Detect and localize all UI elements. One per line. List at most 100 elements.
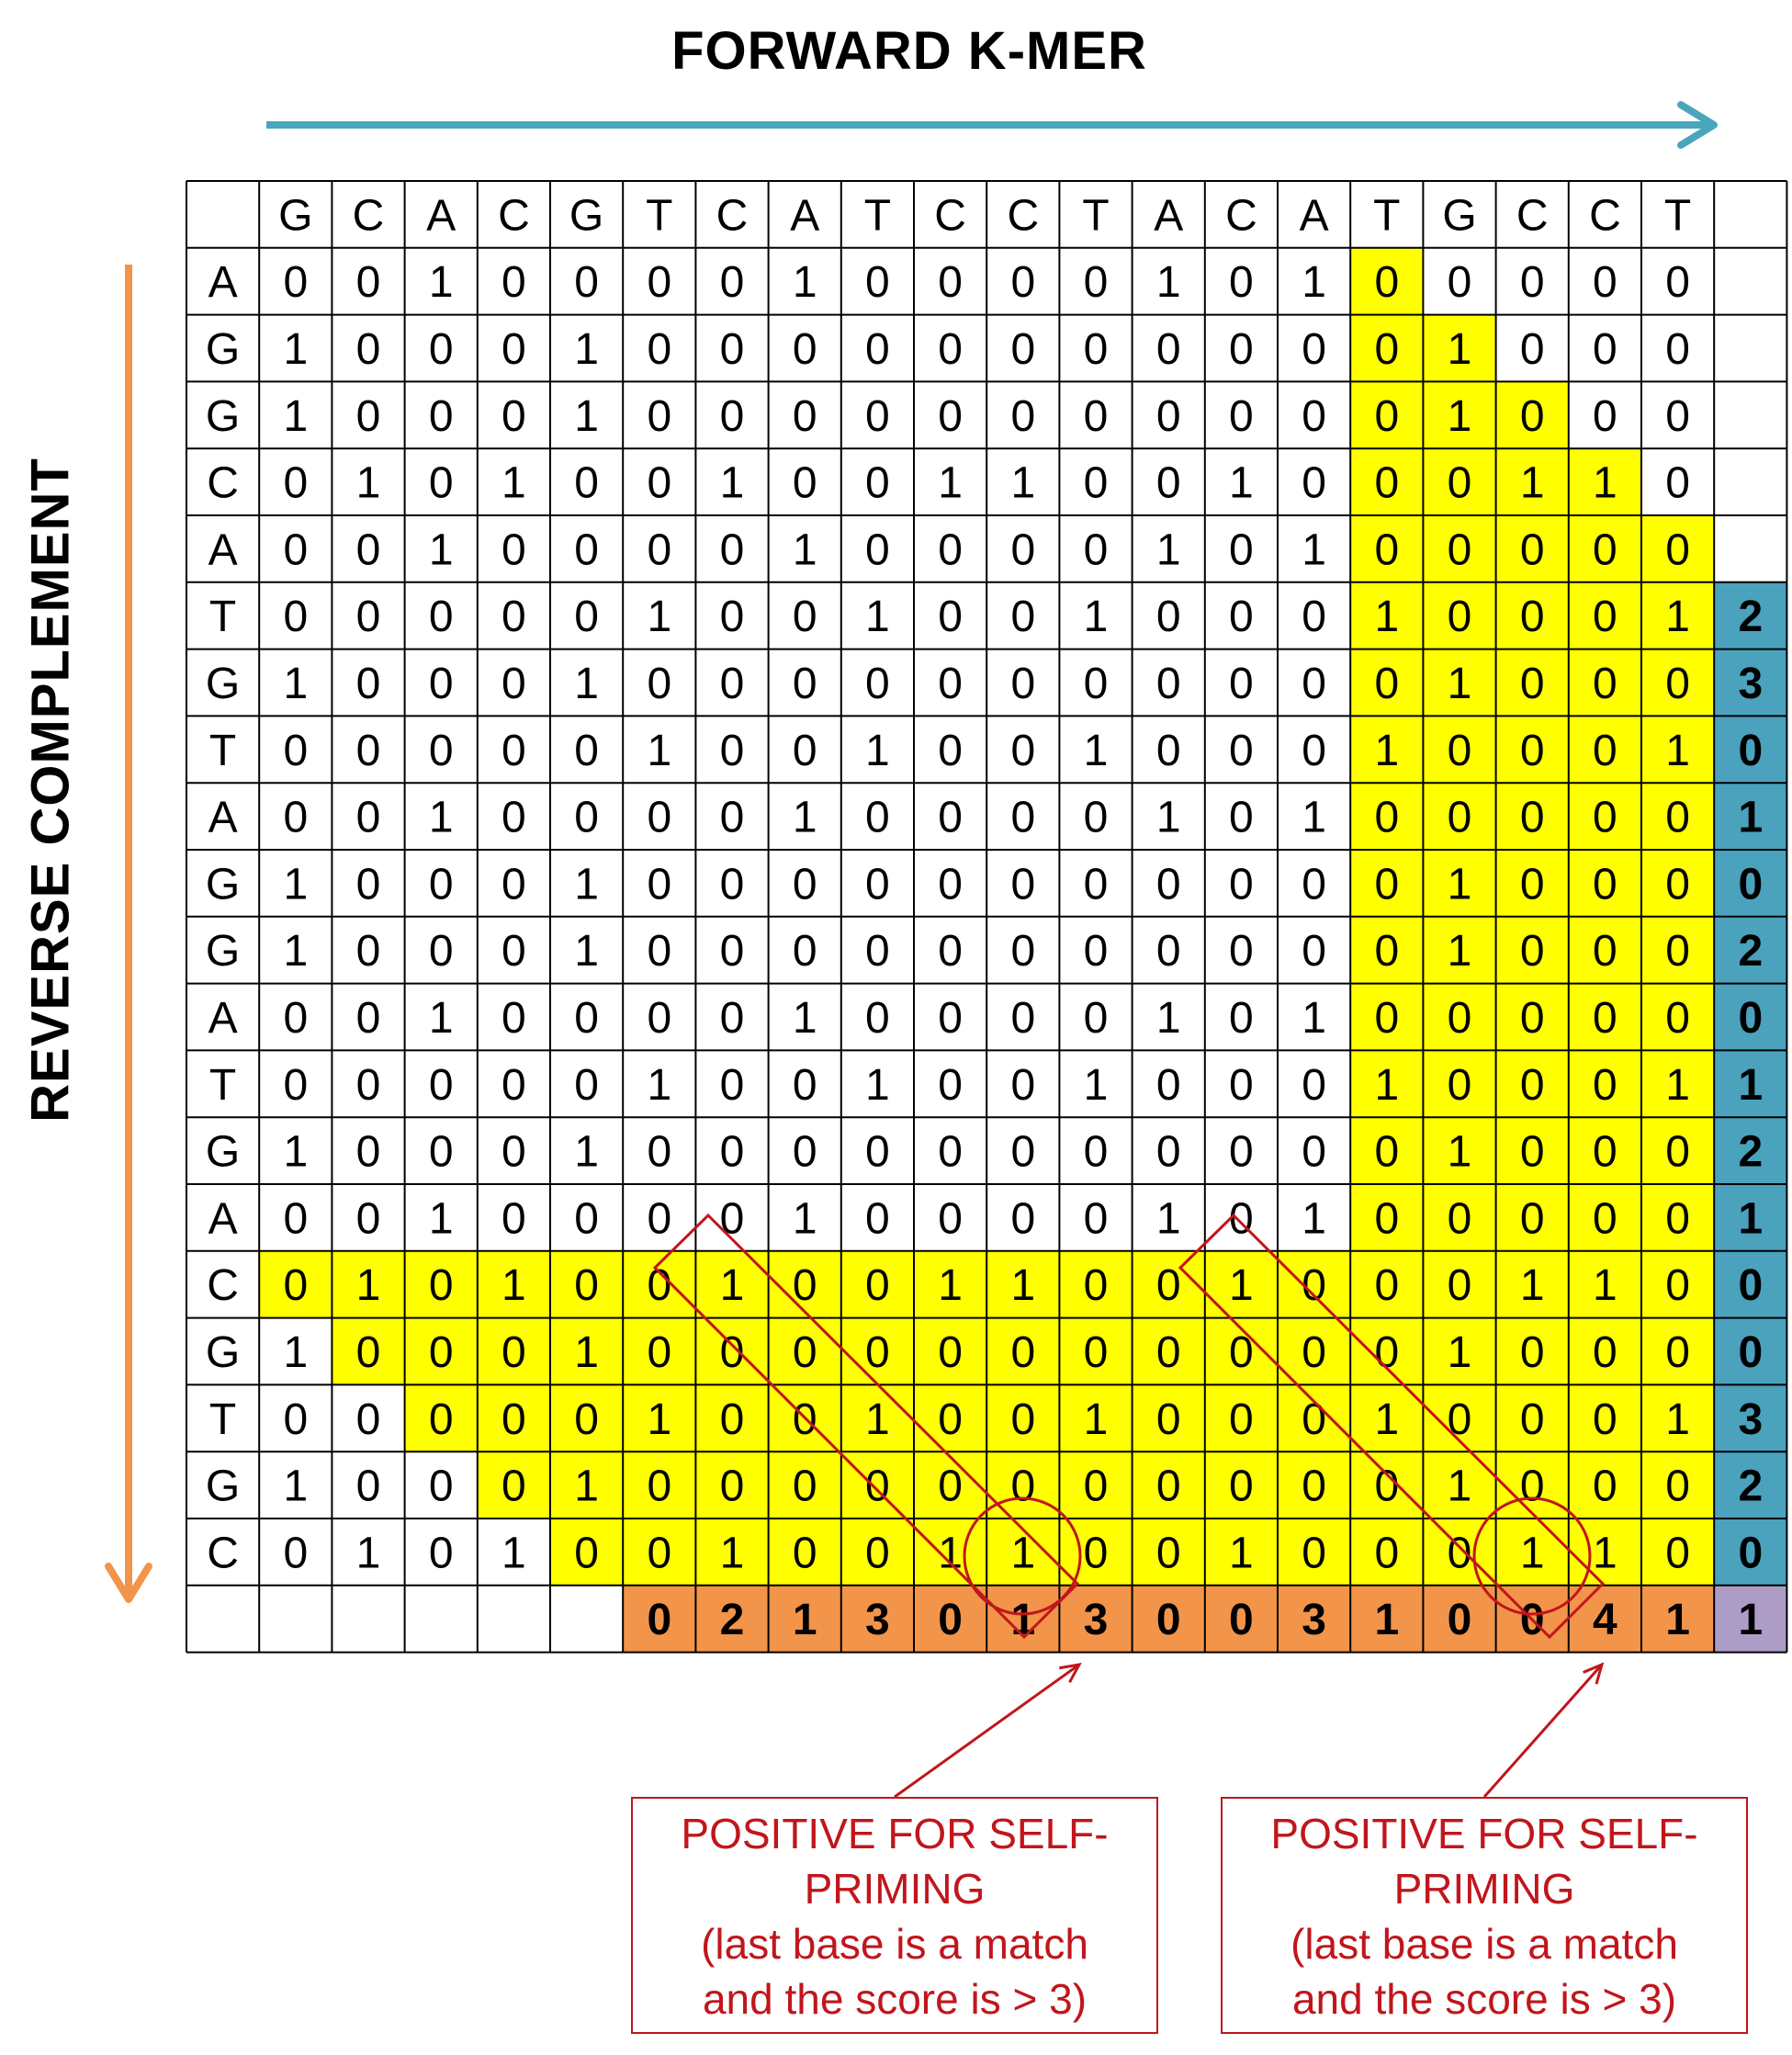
- matrix-value: 0: [793, 593, 817, 641]
- forward-base: T: [1373, 191, 1400, 240]
- row-score: 0: [1738, 727, 1763, 775]
- matrix-value: 1: [283, 1328, 308, 1377]
- note-line: PRIMING: [804, 1865, 986, 1913]
- matrix-value: 0: [283, 258, 308, 307]
- col-score: 3: [1302, 1596, 1326, 1644]
- matrix-value: 0: [1520, 1328, 1545, 1377]
- matrix-value: 1: [647, 727, 671, 775]
- matrix-value: 0: [574, 1395, 599, 1444]
- highlight-cell: [623, 1317, 696, 1385]
- matrix-value: 0: [647, 325, 671, 374]
- reverse-base: T: [209, 1395, 236, 1444]
- note-line: and the score is > 3): [1291, 1975, 1677, 2023]
- highlight-cell: [1495, 916, 1569, 984]
- matrix-value: 1: [429, 258, 454, 307]
- highlight-cell: [840, 1451, 914, 1519]
- matrix-value: 0: [720, 1128, 745, 1177]
- matrix-value: 0: [647, 660, 671, 708]
- forward-base: T: [1664, 191, 1691, 240]
- highlight-cell: [1132, 1384, 1205, 1452]
- matrix-value: 0: [283, 727, 308, 775]
- matrix-value: 0: [1302, 459, 1326, 508]
- matrix-value: 0: [574, 258, 599, 307]
- highlight-cell: [1350, 515, 1424, 582]
- row-score: 0: [1738, 1261, 1763, 1310]
- matrix-value: 0: [283, 525, 308, 574]
- matrix-value: 1: [574, 1128, 599, 1177]
- matrix-value: 0: [1448, 794, 1472, 842]
- matrix-value: 0: [1374, 1194, 1399, 1243]
- matrix-value: 1: [1229, 459, 1254, 508]
- highlight-cell: [1495, 1317, 1569, 1385]
- matrix-value: 1: [574, 392, 599, 441]
- reverse-base: T: [209, 593, 236, 641]
- matrix-value: 0: [938, 1194, 963, 1243]
- matrix-value: 0: [1156, 860, 1181, 909]
- highlight-cell: [1059, 1519, 1133, 1586]
- highlight-cell: [1132, 1317, 1205, 1385]
- row-score: 0: [1738, 1328, 1763, 1377]
- matrix-value: 0: [283, 1061, 308, 1110]
- highlight-cell: [1641, 581, 1715, 649]
- row-score-cell: [1714, 983, 1787, 1051]
- matrix-value: 1: [1448, 860, 1472, 909]
- matrix-value: 0: [356, 1194, 381, 1243]
- reverse-base: G: [206, 860, 240, 909]
- matrix-value: 0: [1084, 994, 1109, 1043]
- highlight-cell: [1423, 314, 1496, 382]
- highlight-cell: [1350, 581, 1424, 649]
- matrix-value: 0: [1156, 392, 1181, 441]
- matrix-value: 0: [1302, 1128, 1326, 1177]
- note-line: and the score is > 3): [702, 1975, 1088, 2023]
- matrix-value: 1: [283, 325, 308, 374]
- matrix-value: 0: [647, 459, 671, 508]
- matrix-value: 0: [502, 325, 526, 374]
- matrix-value: 0: [1665, 994, 1690, 1043]
- matrix-value: 0: [720, 994, 745, 1043]
- matrix-value: 0: [502, 1462, 526, 1511]
- matrix-value: 1: [1010, 1261, 1035, 1310]
- matrix-value: 0: [356, 1328, 381, 1377]
- highlight-cell: [1568, 649, 1641, 717]
- matrix-value: 0: [1229, 593, 1254, 641]
- matrix-value: 1: [793, 994, 817, 1043]
- row-score-cell: [1714, 1250, 1787, 1318]
- row-score-cell: [1714, 581, 1787, 649]
- highlight-cell: [1568, 1050, 1641, 1118]
- matrix-value: 0: [429, 1395, 454, 1444]
- reverse-base: C: [207, 1261, 239, 1310]
- matrix-value: 0: [1084, 1128, 1109, 1177]
- matrix-value: 0: [1593, 1395, 1617, 1444]
- corner-score-cell: [1714, 1585, 1787, 1653]
- matrix-value: 0: [502, 593, 526, 641]
- col-score: 1: [1374, 1596, 1399, 1644]
- matrix-value: 0: [502, 525, 526, 574]
- matrix-value: 0: [1520, 727, 1545, 775]
- col-score: 0: [1448, 1596, 1472, 1644]
- matrix-value: 0: [1665, 794, 1690, 842]
- reverse-base: G: [206, 392, 240, 441]
- forward-base: C: [934, 191, 966, 240]
- matrix-value: 0: [1010, 1128, 1035, 1177]
- matrix-value: 0: [574, 593, 599, 641]
- highlight-cell: [986, 1384, 1060, 1452]
- matrix-value: 0: [865, 1194, 890, 1243]
- highlight-cell: [1350, 1250, 1424, 1318]
- matrix-value: 1: [647, 1395, 671, 1444]
- forward-base: A: [1154, 191, 1183, 240]
- matrix-value: 0: [938, 258, 963, 307]
- matrix-value: 0: [1229, 1462, 1254, 1511]
- highlight-cell: [1350, 1117, 1424, 1184]
- highlight-cell: [1423, 1519, 1496, 1586]
- col-score: 1: [793, 1596, 817, 1644]
- matrix-value: 0: [793, 392, 817, 441]
- matrix-value: 0: [356, 660, 381, 708]
- highlight-cell: [1495, 1184, 1569, 1251]
- matrix-value: 0: [1374, 660, 1399, 708]
- forward-base: C: [353, 191, 385, 240]
- matrix-value: 1: [283, 392, 308, 441]
- col-score-cell: [1204, 1585, 1278, 1653]
- matrix-value: 1: [1448, 1462, 1472, 1511]
- forward-base: C: [1007, 191, 1039, 240]
- matrix-value: 0: [1229, 325, 1254, 374]
